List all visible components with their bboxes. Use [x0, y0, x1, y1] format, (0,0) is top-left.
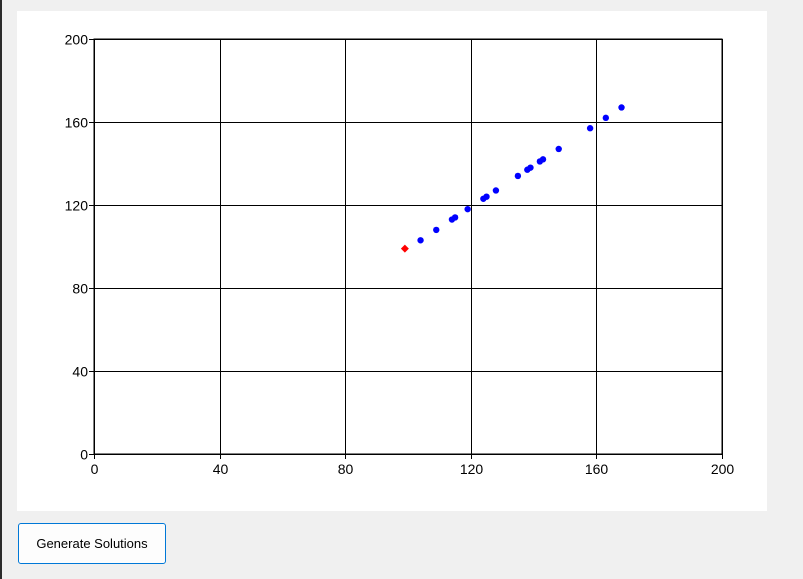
scatter-point-blue: [433, 226, 440, 234]
scatter-chart: 0 40 80 120 160 200 0 40 80 120 160 200: [65, 32, 735, 478]
x-tick-label: 0: [91, 461, 99, 477]
y-tick-label: 200: [65, 32, 89, 48]
scatter-point-blue: [618, 104, 625, 111]
grid-layer: [89, 38, 723, 459]
chart-panel: 0 40 80 120 160 200 0 40 80 120 160 200: [17, 11, 767, 511]
y-tick-label: 0: [80, 447, 88, 463]
generate-solutions-button[interactable]: Generate Solutions: [18, 523, 166, 564]
scatter-point-blue: [539, 156, 547, 163]
y-tick-label: 80: [72, 281, 88, 297]
y-tick-label: 160: [65, 115, 89, 131]
y-tick-label: 40: [72, 364, 88, 380]
marker-layer: [400, 104, 625, 253]
scatter-point-blue: [464, 205, 471, 213]
scatter-point-blue: [527, 164, 534, 171]
scatter-point-blue: [451, 214, 459, 221]
scatter-point-red: [400, 244, 409, 253]
x-tick-label: 40: [213, 461, 229, 477]
scatter-point-blue: [417, 237, 424, 244]
plot-area-border: [93, 38, 723, 455]
scatter-point-blue: [492, 187, 500, 194]
window-edge: [0, 0, 2, 579]
scatter-point-blue: [483, 193, 490, 200]
x-tick-label: 200: [711, 461, 735, 477]
x-tick-label: 160: [585, 461, 609, 477]
scatter-point-blue: [514, 172, 522, 180]
scatter-point-blue: [555, 145, 562, 153]
x-tick-label: 80: [338, 461, 354, 477]
x-tick-label: 120: [460, 461, 484, 477]
scatter-point-blue: [602, 114, 610, 122]
scatter-point-blue: [586, 125, 594, 132]
tick-layer: 0 40 80 120 160 200 0 40 80 120 160 200: [65, 32, 735, 478]
y-tick-label: 120: [65, 198, 89, 214]
